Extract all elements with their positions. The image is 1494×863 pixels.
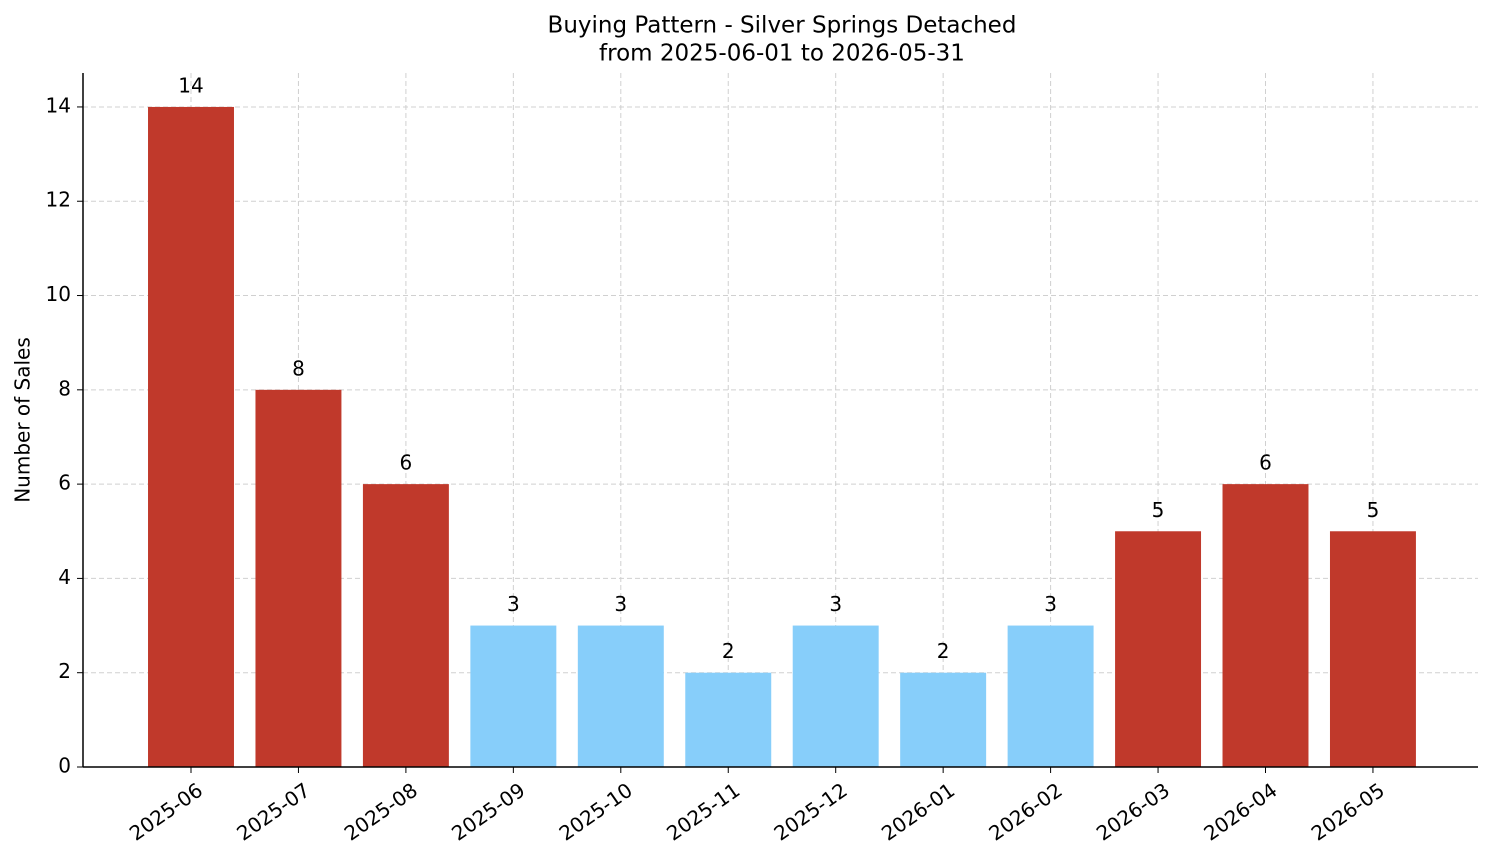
x-tick-label: 2026-01 [877,778,959,846]
y-axis-label: Number of Sales [11,337,35,503]
bar [577,625,664,767]
y-tick-label: 6 [58,471,71,495]
x-tick-label: 2025-08 [340,778,422,846]
value-label: 6 [1259,451,1272,475]
y-tick-label: 10 [46,282,71,306]
bar [470,625,557,767]
value-label: 3 [1044,592,1057,616]
value-label: 5 [1367,498,1380,522]
value-label: 3 [614,592,627,616]
x-tick-label: 2025-06 [125,778,207,846]
bar [255,389,342,767]
bar [900,672,987,767]
bar [685,672,772,767]
x-tick-label: 2025-11 [662,778,744,846]
bar [148,106,234,767]
y-tick-label: 4 [58,565,71,589]
y-tick-label: 14 [46,93,71,117]
value-label: 3 [507,592,520,616]
bar [362,484,449,767]
x-tick-label: 2025-10 [555,778,637,846]
value-label: 2 [937,639,950,663]
x-tick-label: 2025-12 [769,778,851,846]
bar [1115,531,1202,767]
value-label: 8 [292,356,305,380]
value-label: 5 [1152,498,1165,522]
bar [1329,531,1416,767]
chart-subtitle: from 2025-06-01 to 2026-05-31 [599,41,965,67]
x-tick-label: 2025-07 [232,778,314,846]
y-tick-label: 0 [58,754,71,778]
bar [1222,484,1309,767]
x-tick-label: 2026-05 [1307,778,1389,846]
x-tick-label: 2025-09 [447,778,529,846]
y-tick-label: 12 [46,188,71,212]
chart-title: Buying Pattern - Silver Springs Detached [548,13,1017,39]
y-tick-label: 8 [58,376,71,400]
value-label: 2 [722,639,735,663]
value-label: 6 [400,451,413,475]
bar [1007,625,1094,767]
bar [792,625,879,767]
x-tick-label: 2026-02 [984,778,1066,846]
value-label: 3 [829,592,842,616]
x-tick-label: 2026-03 [1092,778,1174,846]
value-label: 14 [178,73,203,97]
x-tick-label: 2026-04 [1199,778,1281,846]
y-tick-label: 2 [58,659,71,683]
